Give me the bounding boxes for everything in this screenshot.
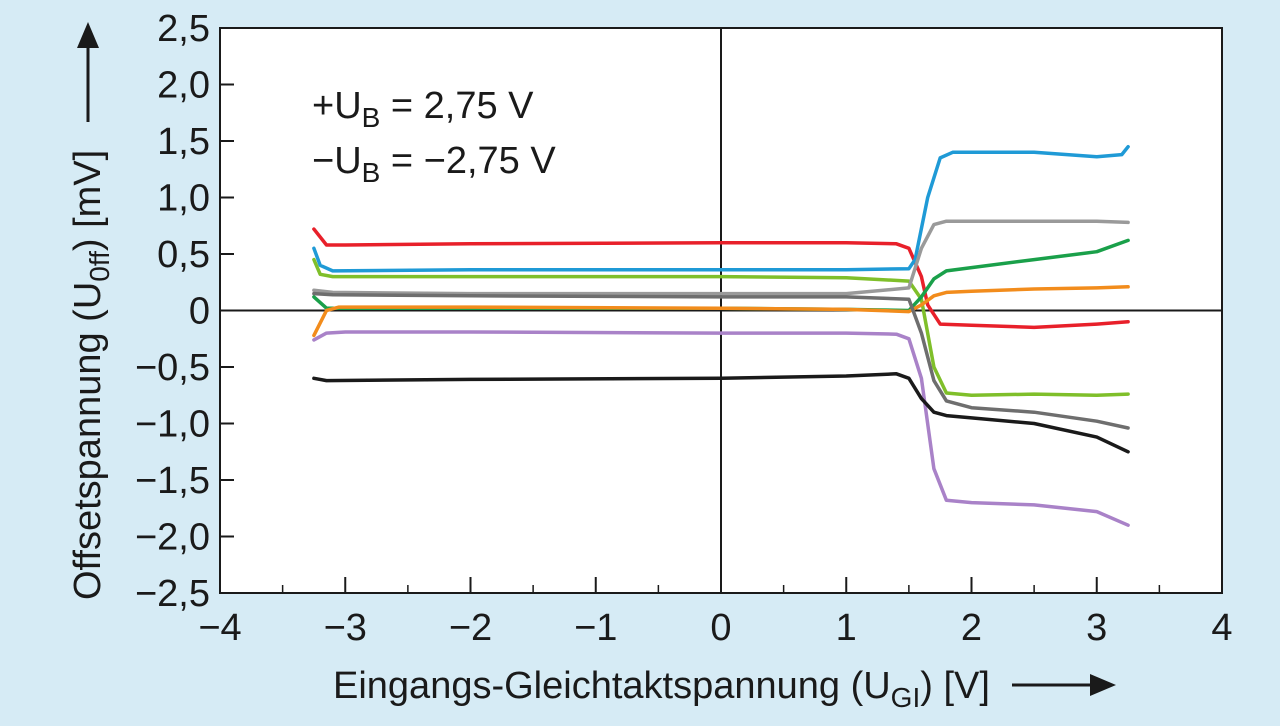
y-ticks: 2,5 2,0 1,5 1,0 0,5 0 −0,5 −1,0 −1,5 −2,0 −2,5 <box>135 8 234 615</box>
x-axis-label: Eingangs-Gleichtaktspannung (UGI) [V] <box>333 665 990 713</box>
annotation-line-2: −UB = −2,75 V <box>312 140 556 188</box>
y-tick-label: −1,5 <box>135 460 210 502</box>
x-tick-label: 4 <box>1211 607 1232 649</box>
x-ticks: −4 −3 −2 −1 0 1 2 3 4 <box>198 577 1233 649</box>
series-line-9 <box>312 372 1130 454</box>
y-tick-label: 0 <box>189 291 210 333</box>
y-tick-label: 2,5 <box>157 8 210 50</box>
x-tick-label: −4 <box>198 607 241 649</box>
series-line-1 <box>312 227 1130 330</box>
y-tick-label: −0,5 <box>135 347 210 389</box>
y-tick-label: 2,0 <box>157 65 210 107</box>
y-tick-label: −2,0 <box>135 517 210 559</box>
x-tick-label: 2 <box>961 607 982 649</box>
series-line-7 <box>312 291 1130 430</box>
x-tick-label: −3 <box>324 607 367 649</box>
x-tick-label: 0 <box>710 607 731 649</box>
series-line-3 <box>312 257 1130 398</box>
y-axis-label: Offsetspannung (U0ff) [mV] <box>67 150 115 600</box>
y-tick-label: −2,5 <box>135 573 210 615</box>
series-line-8 <box>312 330 1130 527</box>
x-tick-label: −1 <box>574 607 617 649</box>
y-tick-label: −1,0 <box>135 404 210 446</box>
annotation-line-1: +UB = 2,75 V <box>312 85 534 133</box>
x-tick-label: 1 <box>836 607 857 649</box>
y-tick-label: 1,0 <box>157 178 210 220</box>
series-group <box>312 144 1130 527</box>
zero-axis-lines <box>220 28 1222 593</box>
y-tick-label: 1,5 <box>157 121 210 163</box>
x-tick-label: 3 <box>1086 607 1107 649</box>
series-line-6 <box>312 285 1130 338</box>
x-axis-arrow-icon <box>1012 674 1116 696</box>
x-tick-label: −2 <box>449 607 492 649</box>
series-line-4 <box>312 219 1130 296</box>
series-line-2 <box>312 144 1130 273</box>
y-tick-label: 0,5 <box>157 234 210 276</box>
y-axis-arrow-icon <box>77 22 99 122</box>
